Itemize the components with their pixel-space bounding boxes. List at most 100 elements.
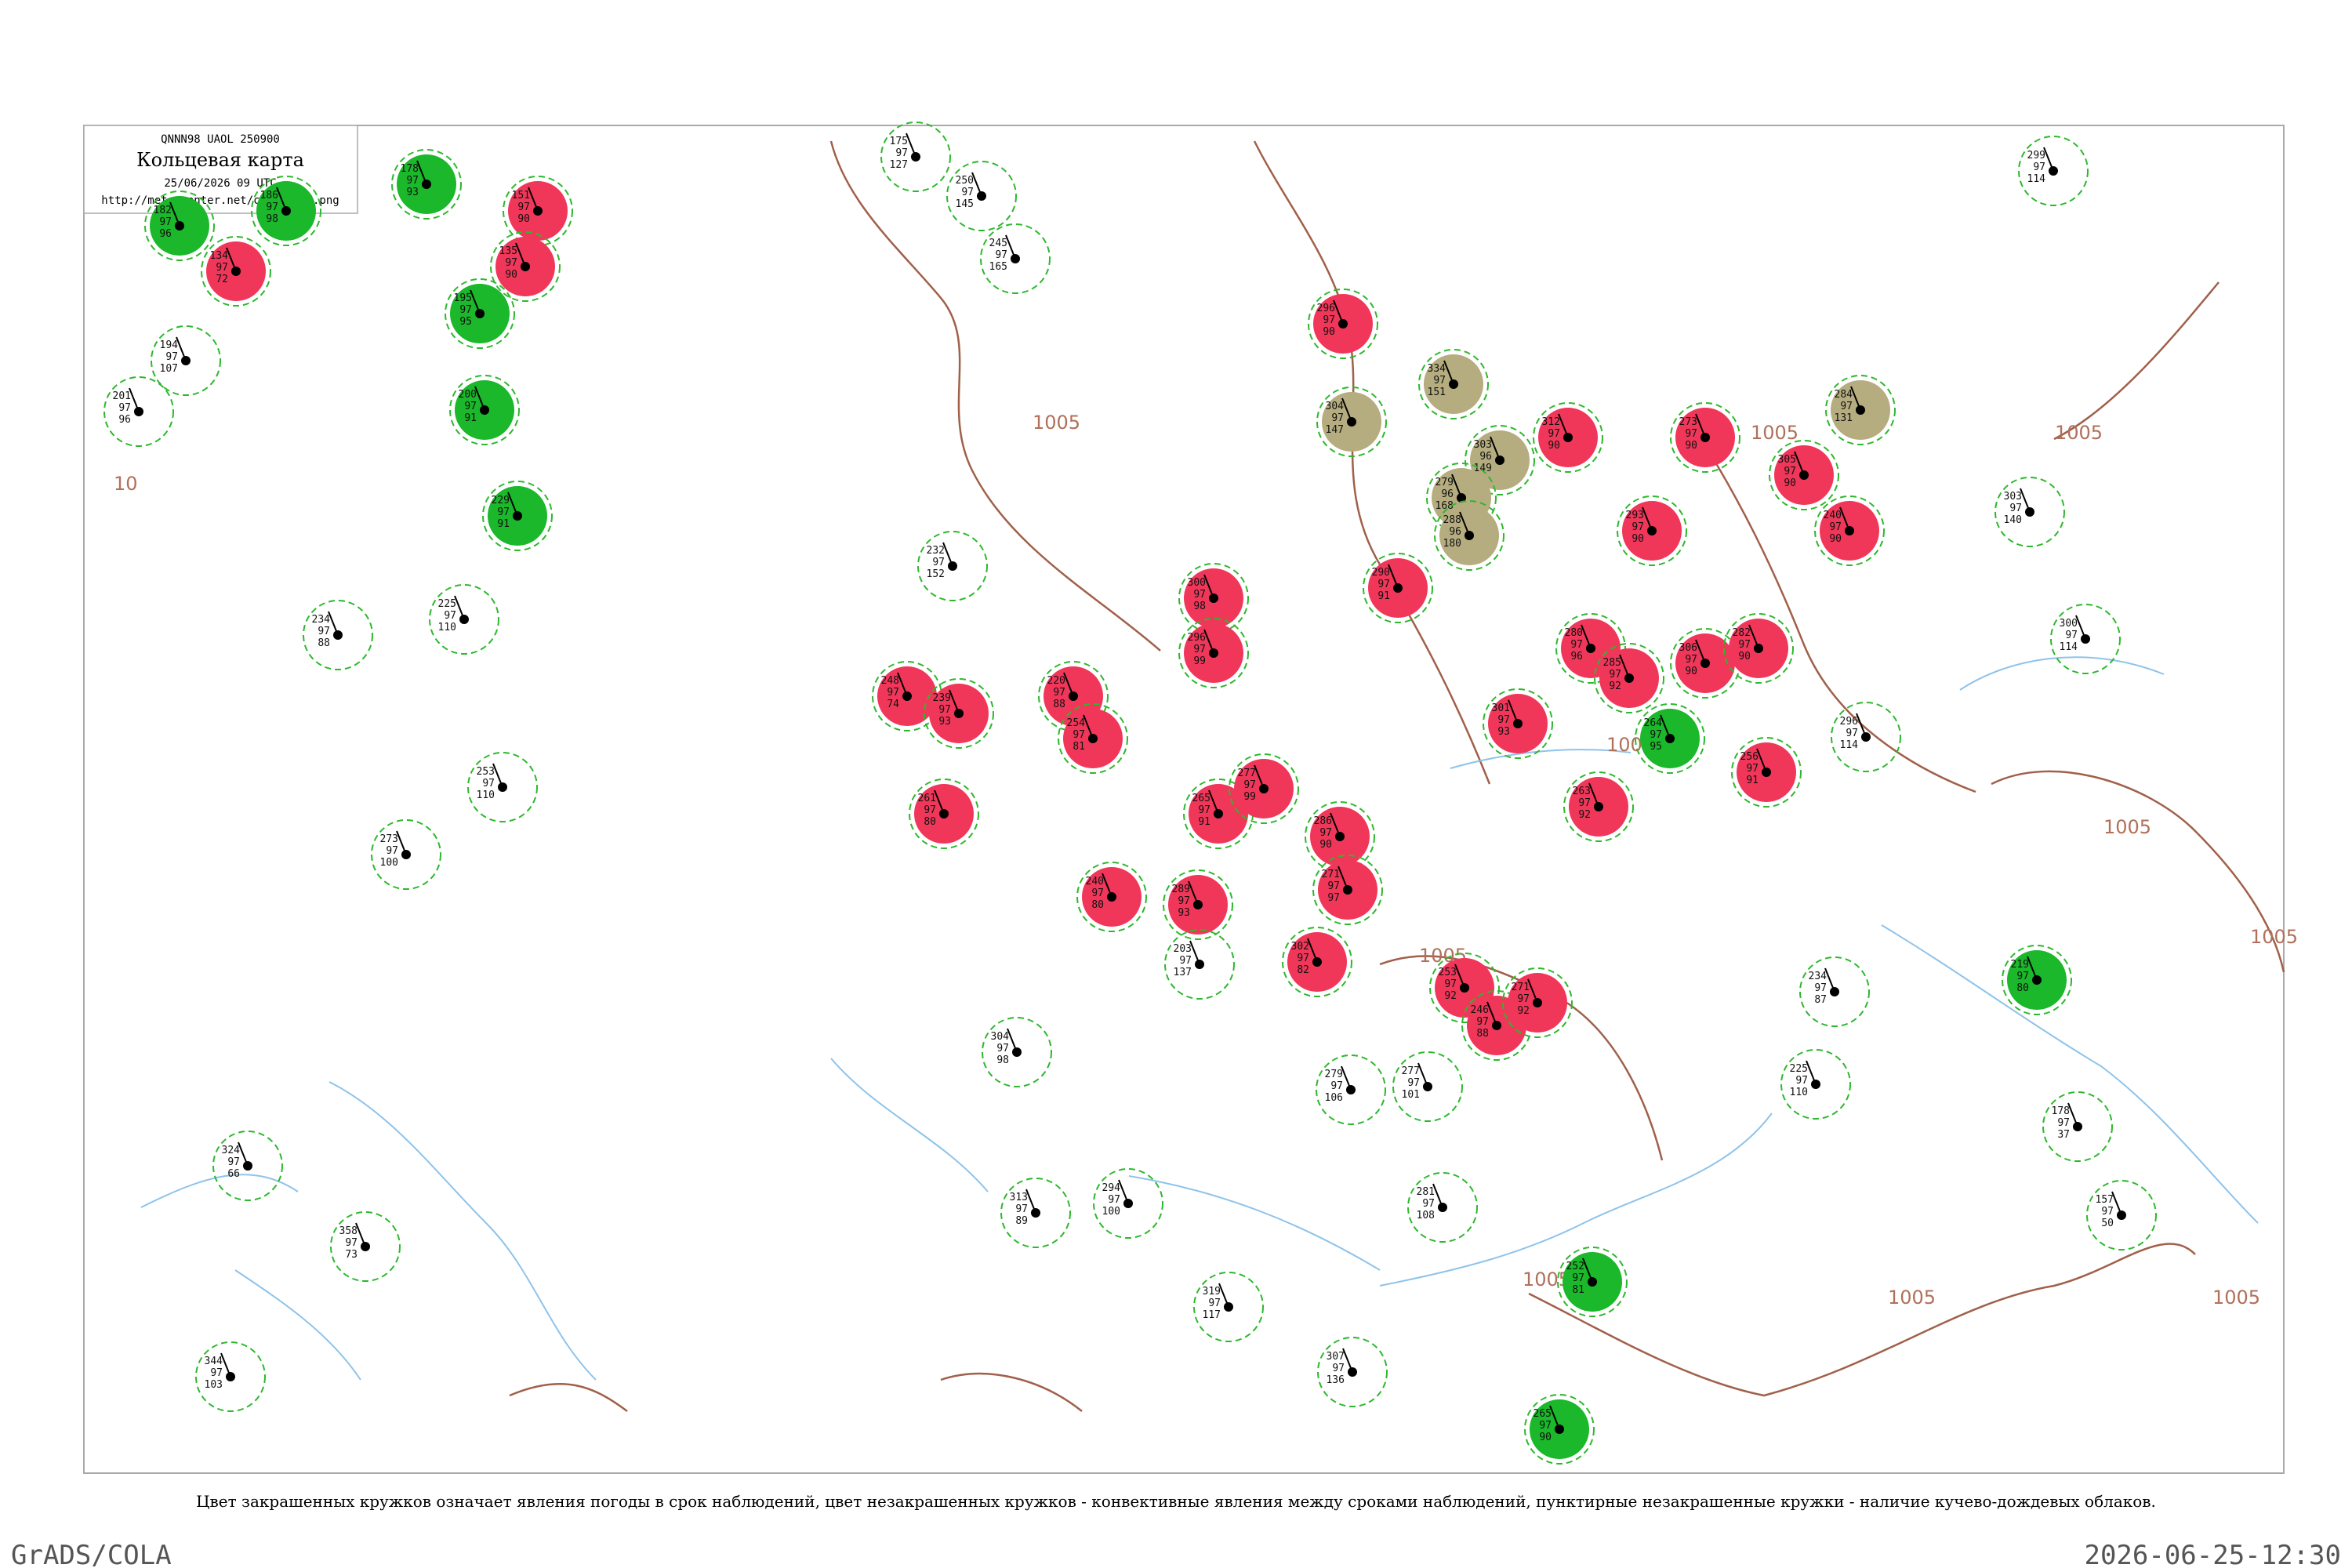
cb-ring: [449, 375, 520, 445]
cb-ring: [195, 1341, 266, 1412]
station-value: 97: [1179, 955, 1192, 967]
station-value: 90: [1539, 1432, 1552, 1443]
wind-barb: [220, 1352, 231, 1377]
station-value: 97: [1539, 1420, 1552, 1432]
wind-barb: [1486, 1001, 1497, 1026]
station-value: 97: [227, 1156, 240, 1168]
station-value: 304: [991, 1031, 1010, 1043]
wind-barb: [971, 172, 982, 197]
wind-barb: [1642, 506, 1653, 532]
wind-barb: [1459, 511, 1470, 536]
cb-ring: [151, 325, 221, 396]
station-value: 97: [1738, 639, 1751, 651]
station-value: 97: [938, 704, 951, 716]
isobar-label: 1005: [1751, 422, 1798, 444]
station-value: 261: [918, 793, 936, 804]
isobar-label: 1005: [2212, 1287, 2260, 1308]
cb-ring: [1799, 956, 1870, 1027]
cb-ring: [103, 376, 174, 447]
station-value: 97: [1193, 589, 1206, 601]
station-value: 301: [1492, 702, 1510, 714]
wind-barb: [1338, 866, 1348, 891]
cb-ring: [1317, 1337, 1388, 1407]
wind-barb: [1342, 1348, 1353, 1373]
isobar-lines: [509, 140, 2285, 1413]
station-value: 88: [1053, 699, 1065, 710]
cb-ring: [429, 584, 499, 655]
station-value: 97: [1746, 763, 1759, 775]
station-value: 305: [1778, 454, 1796, 466]
station-value: 97: [895, 147, 908, 159]
station-value: 82: [1297, 964, 1309, 976]
station-value: 240: [1086, 876, 1104, 887]
station-value: 74: [887, 699, 899, 710]
station-value: 97: [266, 201, 278, 213]
station-value: 135: [499, 245, 517, 257]
station-value: 99: [1193, 655, 1206, 667]
station-value: 152: [927, 568, 945, 580]
wind-barb: [226, 247, 237, 272]
cb-ring: [482, 481, 553, 551]
station-value: 90: [1829, 533, 1842, 545]
station-value: 90: [517, 213, 530, 225]
station-value: 97: [1814, 982, 1827, 994]
station-value: 151: [512, 190, 530, 201]
station-value: 110: [438, 622, 456, 633]
wind-barb: [1007, 1028, 1018, 1053]
station-value: 97: [1198, 804, 1210, 816]
station-value: 97: [1193, 644, 1206, 655]
station-value: 97: [887, 687, 899, 699]
cb-ring: [1483, 688, 1553, 759]
station-value: 239: [933, 692, 951, 704]
station-value: 294: [1102, 1182, 1121, 1194]
cb-ring: [1178, 618, 1249, 688]
cb-ring: [1557, 1247, 1628, 1317]
isobar-label: 1005: [2103, 816, 2151, 838]
station-value: 319: [1203, 1286, 1221, 1298]
cb-ring: [2018, 136, 2089, 206]
station-value: 97: [1829, 521, 1842, 533]
wind-barb: [1208, 789, 1219, 815]
station-value: 101: [1402, 1089, 1420, 1101]
cb-ring: [1316, 1054, 1386, 1125]
station-value: 93: [1178, 907, 1190, 919]
station-value: 110: [1790, 1087, 1808, 1098]
station-value: 97: [1319, 827, 1332, 839]
wind-barb: [1417, 1062, 1428, 1087]
cb-ring: [1164, 929, 1235, 1000]
station-value: 253: [1439, 967, 1457, 978]
station-value: 248: [881, 675, 899, 687]
station-value: 136: [1327, 1374, 1345, 1386]
wind-barb: [1660, 714, 1671, 739]
station-value: 97: [924, 804, 936, 816]
cb-ring: [1831, 702, 1901, 772]
station-value: 219: [2011, 959, 2029, 971]
station-value: 284: [1835, 389, 1853, 401]
station-value: 91: [1746, 775, 1759, 786]
cb-ring: [1229, 753, 1299, 824]
station-value: 117: [1203, 1309, 1221, 1321]
station-value: 97: [1784, 466, 1796, 477]
wind-barb: [454, 595, 465, 620]
station-value: 97: [1795, 1075, 1808, 1087]
station-value: 145: [956, 198, 974, 210]
wind-barb: [2043, 147, 2054, 172]
station-value: 97: [505, 257, 517, 269]
isobar-label: 1005: [1033, 412, 1080, 434]
station-value: 81: [1572, 1284, 1584, 1296]
wind-barb: [1341, 1065, 1352, 1091]
station-value: 293: [1626, 510, 1644, 521]
cb-ring: [1418, 349, 1489, 419]
